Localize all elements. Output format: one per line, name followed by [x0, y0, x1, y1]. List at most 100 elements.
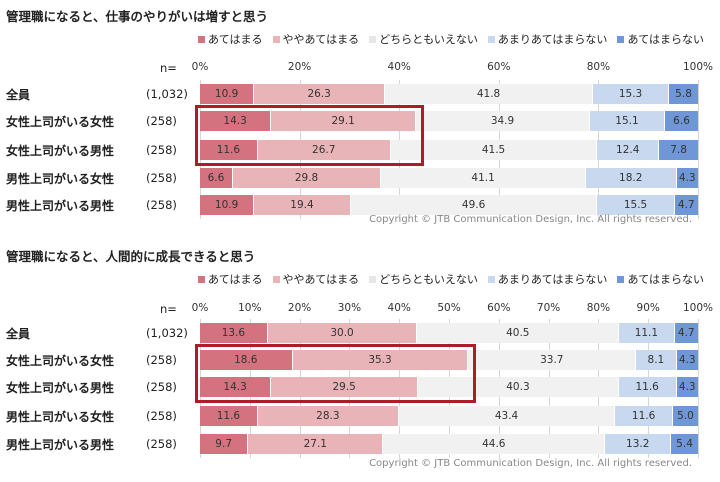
- row-female-boss-women-label: 女性上司がいる女性: [6, 354, 115, 368]
- legend-swatch: [487, 35, 495, 43]
- segment-somewhat-agree: 28.3: [257, 406, 399, 426]
- segment-agree: 11.6: [200, 140, 258, 160]
- segment-somewhat-agree: 26.3: [254, 84, 386, 104]
- row-female-boss-men-bar: 14.3 29.5 40.3 11.6 4.3: [200, 377, 698, 397]
- x-tick-label: 60%: [487, 302, 511, 314]
- segment-neutral: 41.8: [385, 84, 593, 104]
- chart-legend: あてはまる ややあてはまる どちらともいえない あまりあてはまらない あてはまらない: [197, 31, 704, 47]
- highlight-box: [195, 344, 477, 403]
- segment-disagree: 4.7: [674, 323, 698, 343]
- segment-disagree: 4.3: [676, 350, 698, 370]
- row-all-n: (1,032): [146, 87, 188, 101]
- row-female-boss-men-n: (258): [146, 143, 177, 157]
- row-all-bar: 13.6 30.0 40.5 11.1 4.7: [200, 323, 698, 343]
- row-female-boss-women-bar: 14.3 29.1 34.9 15.1 6.6: [200, 111, 698, 131]
- legend-item: あてはまらない: [617, 31, 704, 47]
- copyright-text: Copyright © JTB Communication Design, In…: [369, 458, 692, 469]
- row-female-boss-men-bar: 11.6 26.7 41.5 12.4 7.8: [200, 140, 698, 160]
- legend-item: どちらともいえない: [369, 31, 478, 47]
- x-tick-label: 40%: [387, 61, 411, 73]
- segment-neutral: 41.5: [390, 140, 598, 160]
- segment-somewhat-agree: 27.1: [248, 434, 384, 454]
- chart-title: 管理職になると、人間的に成長できると思う: [6, 249, 256, 264]
- x-tick-label: 60%: [487, 61, 511, 73]
- segment-disagree: 4.7: [674, 195, 698, 215]
- legend-item: あまりあてはまらない: [487, 271, 608, 287]
- legend-label: あてはまる: [207, 33, 263, 46]
- x-tick-label: 80%: [586, 302, 611, 314]
- chart-panel-work-motivation: 管理職になると、仕事のやりがいは増すと思う あてはまる ややあてはまる どちらともい…: [0, 0, 720, 240]
- legend-item: ややあてはまる: [272, 271, 360, 287]
- row-male-boss-men-n: (258): [146, 437, 177, 451]
- row-female-boss-men-label: 女性上司がいる男性: [6, 381, 115, 395]
- row-male-boss-women-label: 男性上司がいる女性: [6, 172, 115, 186]
- gridline: [698, 319, 699, 458]
- segment-agree: 10.9: [200, 84, 255, 104]
- row-male-boss-women-bar: 6.6 29.8 41.1 18.2 4.3: [200, 168, 698, 188]
- row-all-bar: 10.9 26.3 41.8 15.3 5.8: [200, 84, 698, 104]
- row-male-boss-women-bar: 11.6 28.3 43.4 11.6 5.0: [200, 406, 698, 426]
- segment-neutral: 49.6: [350, 195, 598, 215]
- legend-item: あまりあてはまらない: [487, 31, 607, 47]
- row-male-boss-men-label: 男性上司がいる男性: [6, 438, 115, 452]
- segment-somewhat-disagree: 15.5: [597, 195, 675, 215]
- segment-agree: 14.3: [200, 377, 272, 397]
- legend-label: あまりあてはまらない: [497, 273, 608, 286]
- segment-somewhat-disagree: 15.3: [593, 84, 670, 104]
- segment-agree: 14.3: [200, 111, 272, 131]
- segment-agree: 9.7: [200, 434, 249, 454]
- segment-agree: 13.6: [200, 323, 268, 343]
- row-male-boss-men-bar: 10.9 19.4 49.6 15.5 4.7: [200, 195, 698, 215]
- row-male-boss-men-n: (258): [146, 198, 177, 212]
- x-tick-label: 30%: [337, 302, 362, 314]
- x-tick-label: 20%: [287, 302, 312, 314]
- segment-somewhat-agree: 29.8: [232, 168, 382, 188]
- segment-neutral: 44.6: [383, 434, 606, 454]
- row-female-boss-women-n: (258): [146, 353, 177, 367]
- segment-somewhat-disagree: 13.2: [605, 434, 672, 454]
- segment-somewhat-agree: 30.0: [267, 323, 418, 343]
- segment-disagree: 4.3: [676, 168, 698, 188]
- n-header: n=: [160, 61, 177, 75]
- segment-somewhat-agree: 29.1: [271, 111, 417, 131]
- row-male-boss-men-bar: 9.7 27.1 44.6 13.2 5.4: [200, 434, 698, 454]
- legend-item: ややあてはまる: [272, 31, 359, 47]
- n-header: n=: [160, 302, 177, 316]
- segment-disagree: 5.8: [669, 84, 698, 104]
- segment-somewhat-disagree: 11.6: [615, 406, 674, 426]
- copyright-text: Copyright © JTB Communication Design, In…: [369, 214, 692, 225]
- x-tick-label: 80%: [586, 61, 611, 73]
- chart-panel-personal-growth: 管理職になると、人間的に成長できると思う あてはまる ややあてはまる どちらともいえ…: [0, 240, 720, 482]
- segment-agree: 6.6: [200, 168, 233, 188]
- row-female-boss-women-n: (258): [146, 114, 177, 128]
- legend-swatch: [197, 35, 205, 43]
- segment-neutral: 34.9: [416, 111, 590, 131]
- segment-somewhat-agree: 35.3: [292, 350, 469, 370]
- segment-somewhat-disagree: 11.1: [619, 323, 675, 343]
- segment-disagree: 5.0: [673, 406, 698, 426]
- segment-neutral: 41.1: [381, 168, 586, 188]
- legend-swatch: [272, 35, 280, 43]
- segment-disagree: 4.3: [676, 377, 698, 397]
- segment-somewhat-disagree: 18.2: [585, 168, 677, 188]
- segment-neutral: 40.5: [417, 323, 620, 343]
- row-all-n: (1,032): [146, 326, 188, 340]
- x-tick-label: 100%: [682, 302, 714, 314]
- chart-title: 管理職になると、仕事のやりがいは増すと思う: [6, 9, 269, 24]
- legend-item: あてはまらない: [617, 271, 704, 287]
- row-all-label: 全員: [6, 88, 31, 102]
- row-male-boss-women-n: (258): [146, 171, 177, 185]
- segment-disagree: 7.8: [659, 140, 698, 160]
- row-female-boss-men-label: 女性上司がいる男性: [6, 144, 115, 158]
- legend-swatch: [369, 275, 377, 283]
- row-all-label: 全員: [6, 327, 31, 341]
- segment-somewhat-agree: 26.7: [257, 140, 391, 160]
- legend-item: あてはまる: [197, 271, 263, 287]
- row-female-boss-men-n: (258): [146, 380, 177, 394]
- segment-somewhat-disagree: 12.4: [597, 140, 660, 160]
- legend-label: あてはまらない: [627, 33, 704, 46]
- segment-neutral: 43.4: [398, 406, 616, 426]
- x-tick-label: 70%: [536, 302, 561, 314]
- legend-label: ややあてはまる: [282, 273, 360, 286]
- legend-swatch: [369, 35, 377, 43]
